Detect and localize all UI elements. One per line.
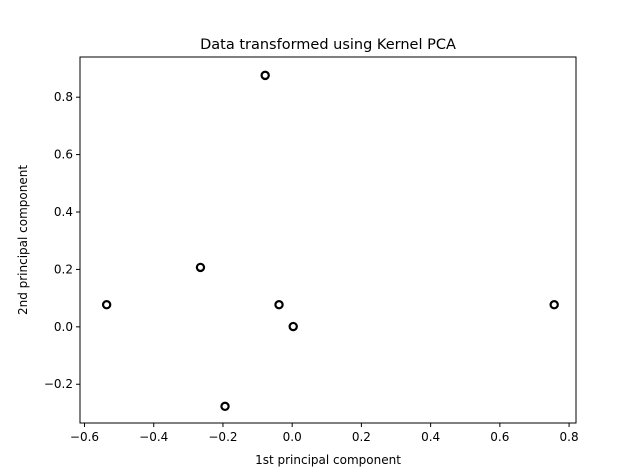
- y-tick-label: −0.2: [44, 377, 73, 391]
- y-axis: −0.2 0.0 0.2 0.4 0.6 0.8: [44, 90, 80, 391]
- y-tick-label: 0.6: [54, 148, 73, 162]
- chart-title: Data transformed using Kernel PCA: [200, 37, 456, 53]
- y-axis-label: 2nd principal component: [16, 165, 30, 315]
- x-tick-label: −0.2: [208, 430, 237, 444]
- y-tick-label: 0.0: [54, 320, 73, 334]
- x-tick-label: −0.4: [139, 430, 168, 444]
- x-tick-label: 0.4: [421, 430, 440, 444]
- data-point: [288, 321, 298, 332]
- data-point: [101, 300, 112, 310]
- data-point: [549, 300, 559, 310]
- x-tick-label: 0.6: [490, 430, 509, 444]
- x-tick-label: −0.6: [70, 430, 99, 444]
- plot-area: [79, 56, 577, 424]
- data-point: [274, 300, 284, 310]
- data-point: [260, 70, 270, 81]
- x-tick-label: 0.2: [352, 430, 371, 444]
- x-tick-label: 0.8: [560, 430, 579, 444]
- data-point: [220, 401, 230, 412]
- x-tick-label: 0.0: [283, 430, 302, 444]
- data-point: [195, 262, 206, 273]
- x-axis: −0.6 −0.4 −0.2 0.0 0.2 0.4 0.6 0.8: [70, 423, 579, 444]
- y-tick-label: 0.8: [54, 90, 73, 104]
- y-tick-label: 0.4: [54, 205, 73, 219]
- y-tick-label: 0.2: [54, 262, 73, 276]
- x-axis-label: 1st principal component: [255, 453, 401, 467]
- data-points: [101, 70, 559, 412]
